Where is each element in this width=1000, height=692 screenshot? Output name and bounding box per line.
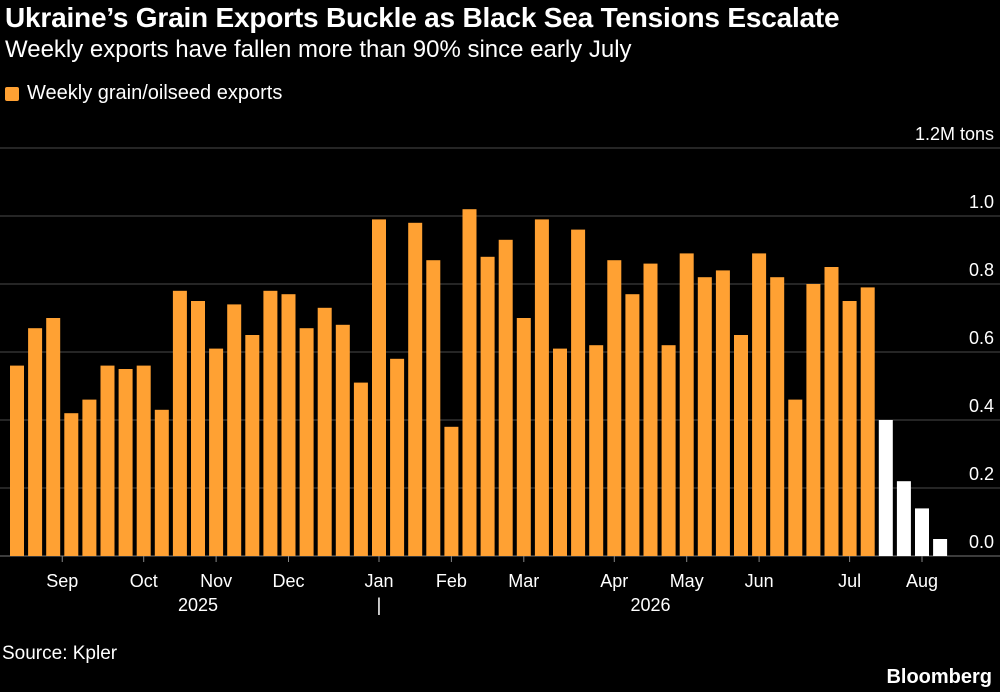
bar	[245, 335, 260, 556]
bar	[390, 358, 405, 556]
bar	[679, 253, 694, 556]
chart-title: Ukraine’s Grain Exports Buckle as Black …	[5, 2, 840, 33]
bar	[317, 307, 332, 556]
x-axis-ticks: Sep Oct Nov Dec Jan Feb Mar Apr May Jun Jul Aug 2025…	[46, 556, 938, 615]
bar	[372, 219, 386, 556]
bar	[607, 260, 622, 556]
bar	[281, 294, 296, 556]
bar-chart: 0.0 0.2 0.4 0.6 0.8 1.0 1.2M tons Sep Oct Nov Dec…	[0, 124, 1000, 615]
bar	[553, 348, 567, 556]
bar	[136, 365, 151, 556]
x-tick-label: Jun	[745, 571, 774, 591]
bar	[335, 324, 350, 556]
bar	[824, 267, 839, 556]
x-tick-label: Mar	[508, 571, 539, 591]
x-tick-label: Feb	[436, 571, 467, 591]
bar	[643, 263, 658, 556]
bar	[860, 287, 875, 556]
legend-label: Weekly grain/oilseed exports	[27, 82, 283, 104]
source-note: Source: Kpler	[2, 643, 118, 664]
x-tick-label: Apr	[600, 571, 628, 591]
x-tick-label: Sep	[46, 571, 78, 591]
bar-recent	[896, 481, 911, 556]
bar	[734, 335, 748, 556]
bars	[10, 209, 948, 557]
x-tick-label: Oct	[130, 571, 158, 591]
legend-swatch	[5, 86, 19, 101]
y-tick-label: 1.0	[969, 192, 994, 212]
x-year-label: 2025	[178, 595, 218, 615]
bar	[516, 318, 531, 556]
bar	[408, 222, 423, 557]
bar	[752, 253, 767, 556]
x-tick-label: Aug	[906, 571, 938, 591]
x-tick-label: May	[670, 571, 704, 591]
bar-recent	[915, 508, 929, 556]
y-tick-label: 1.2M tons	[915, 124, 994, 144]
y-tick-label: 0.6	[969, 328, 994, 348]
x-year-label: 2026	[630, 595, 670, 615]
bar	[64, 413, 79, 556]
bar	[191, 301, 205, 556]
bar	[534, 219, 549, 556]
bar	[118, 369, 133, 556]
bar-recent	[878, 420, 893, 556]
bar	[480, 256, 495, 556]
chart-subtitle: Weekly exports have fallen more than 90%…	[5, 36, 632, 63]
bar	[46, 318, 61, 556]
y-tick-label: 0.2	[969, 464, 994, 484]
legend: Weekly grain/oilseed exports	[5, 82, 282, 105]
y-axis-ticks: 0.0 0.2 0.4 0.6 0.8 1.0 1.2M tons	[915, 124, 994, 552]
x-tick-label: Nov	[200, 571, 232, 591]
y-tick-label: 0.4	[969, 396, 994, 416]
bar	[697, 277, 712, 556]
bar	[770, 277, 785, 556]
bar	[842, 301, 857, 556]
bar	[353, 382, 368, 556]
bar	[10, 365, 24, 556]
x-year-label: |	[377, 595, 382, 615]
bar	[299, 328, 314, 556]
bar	[462, 209, 477, 556]
bar	[28, 328, 43, 556]
bar	[172, 290, 187, 556]
bar	[154, 409, 169, 556]
x-tick-label: Jul	[838, 571, 861, 591]
bar	[263, 290, 278, 556]
y-tick-label: 0.0	[969, 532, 994, 552]
bar	[100, 365, 115, 556]
bar	[209, 348, 224, 556]
bar	[227, 304, 242, 556]
bar	[571, 229, 586, 556]
bar-recent	[933, 539, 948, 556]
bar	[715, 270, 730, 556]
bar	[444, 426, 459, 556]
x-tick-label: Jan	[364, 571, 393, 591]
bar	[661, 345, 676, 556]
bar	[82, 399, 97, 556]
bar	[589, 345, 604, 556]
bar	[625, 294, 640, 556]
x-tick-label: Dec	[272, 571, 304, 591]
bar	[498, 239, 513, 557]
y-tick-label: 0.8	[969, 260, 994, 280]
brand-logo: Bloomberg	[886, 666, 992, 688]
bar	[788, 399, 803, 556]
bar	[806, 284, 821, 556]
bar	[426, 260, 441, 556]
